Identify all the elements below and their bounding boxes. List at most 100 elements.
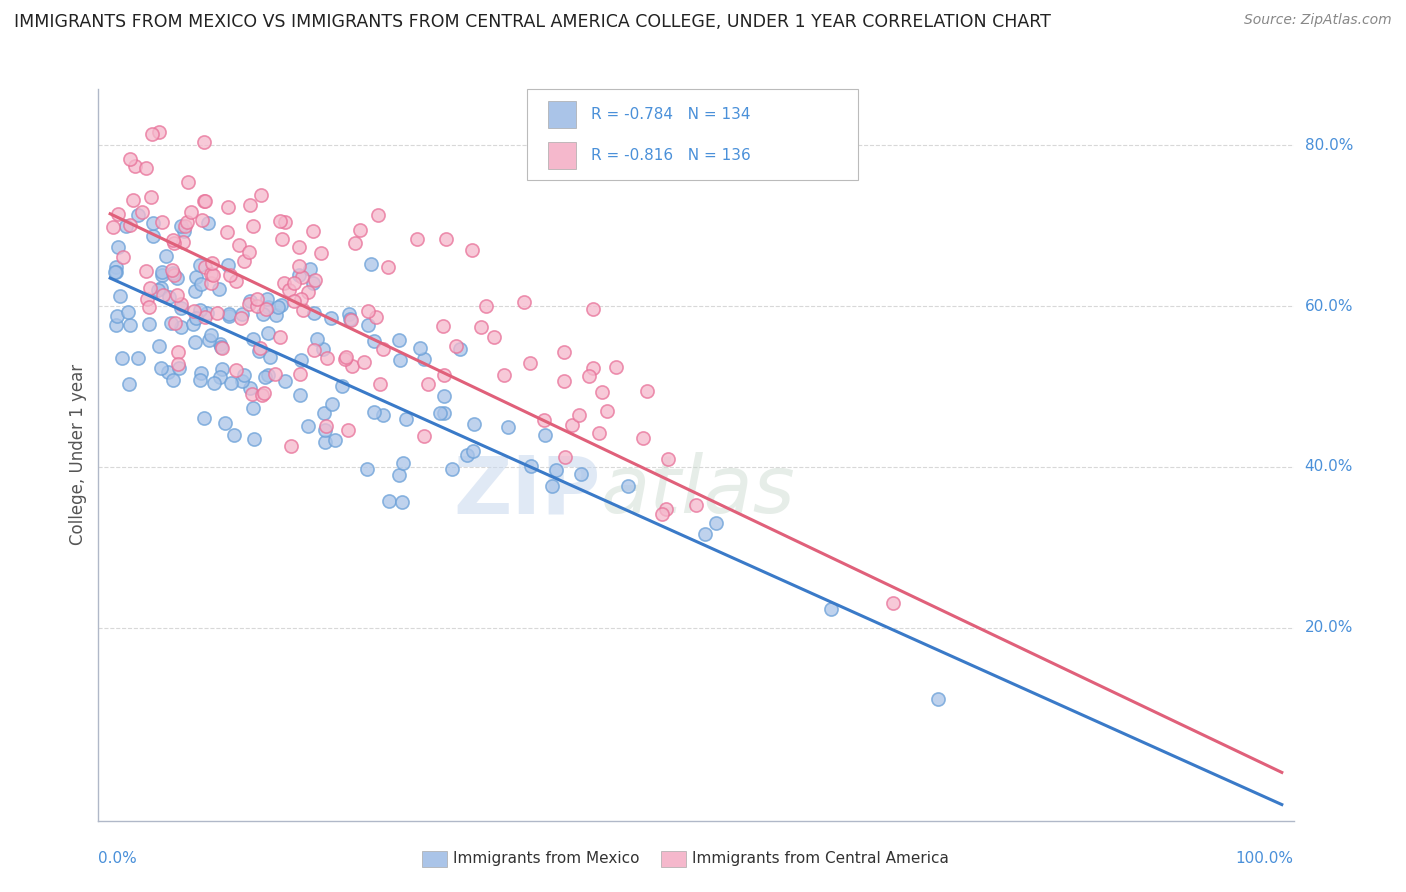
- Point: [193, 411, 215, 425]
- Point: [274, 374, 297, 388]
- Point: [169, 301, 191, 315]
- Point: [340, 359, 363, 373]
- Point: [335, 350, 357, 364]
- Point: [233, 253, 256, 268]
- Point: [118, 318, 141, 333]
- Point: [202, 376, 225, 391]
- Point: [278, 283, 301, 297]
- Point: [323, 434, 346, 448]
- Point: [534, 427, 557, 442]
- Point: [201, 256, 224, 270]
- Point: [110, 289, 132, 303]
- Point: [135, 263, 157, 277]
- Point: [218, 310, 240, 324]
- Point: [219, 376, 242, 390]
- Point: [162, 266, 184, 280]
- Text: 60.0%: 60.0%: [1305, 299, 1353, 314]
- Point: [138, 317, 160, 331]
- Point: [291, 269, 314, 284]
- Point: [193, 260, 215, 274]
- Point: [283, 277, 305, 291]
- Point: [353, 354, 375, 368]
- Point: [254, 301, 277, 316]
- Point: [440, 462, 463, 476]
- Point: [368, 377, 391, 392]
- Point: [494, 368, 516, 382]
- Point: [655, 501, 678, 516]
- Point: [252, 307, 274, 321]
- Point: [337, 423, 360, 437]
- Point: [240, 387, 263, 401]
- Point: [301, 224, 323, 238]
- Point: [257, 326, 280, 340]
- Point: [148, 125, 170, 139]
- Point: [395, 412, 418, 426]
- Point: [167, 361, 190, 376]
- Point: [107, 240, 129, 254]
- Point: [519, 458, 541, 473]
- Point: [238, 297, 260, 311]
- Point: [273, 215, 295, 229]
- Point: [170, 319, 193, 334]
- Point: [149, 360, 172, 375]
- Point: [152, 288, 174, 302]
- Point: [820, 602, 842, 616]
- Point: [250, 388, 273, 402]
- Point: [217, 258, 239, 272]
- Text: IMMIGRANTS FROM MEXICO VS IMMIGRANTS FROM CENTRAL AMERICA COLLEGE, UNDER 1 YEAR : IMMIGRANTS FROM MEXICO VS IMMIGRANTS FRO…: [14, 13, 1050, 31]
- Point: [217, 200, 239, 214]
- Point: [882, 596, 904, 610]
- Point: [432, 319, 454, 334]
- Point: [118, 152, 141, 166]
- Point: [290, 293, 312, 307]
- Point: [173, 225, 195, 239]
- Point: [392, 457, 415, 471]
- Point: [225, 362, 247, 376]
- Point: [316, 351, 339, 366]
- Point: [166, 357, 188, 371]
- Point: [695, 526, 717, 541]
- Point: [553, 344, 575, 359]
- Point: [357, 304, 380, 318]
- Point: [434, 232, 457, 246]
- Point: [208, 369, 231, 384]
- Point: [155, 249, 177, 263]
- Point: [405, 232, 427, 246]
- Point: [287, 268, 309, 282]
- Point: [290, 368, 312, 382]
- Point: [112, 250, 135, 264]
- Point: [288, 388, 311, 402]
- Point: [149, 280, 172, 294]
- Point: [249, 341, 271, 355]
- Point: [104, 265, 127, 279]
- Point: [209, 340, 232, 354]
- Point: [927, 692, 949, 706]
- Point: [166, 270, 188, 285]
- Point: [363, 404, 385, 418]
- Point: [314, 434, 336, 449]
- Point: [198, 333, 221, 347]
- Point: [173, 219, 195, 233]
- Point: [205, 306, 228, 320]
- Point: [337, 307, 360, 321]
- Point: [110, 351, 132, 365]
- Point: [297, 285, 319, 299]
- Point: [194, 310, 217, 325]
- Point: [180, 204, 202, 219]
- Point: [309, 245, 332, 260]
- Point: [233, 368, 256, 383]
- Point: [288, 240, 311, 254]
- Point: [533, 413, 555, 427]
- Point: [569, 467, 592, 481]
- Point: [193, 194, 215, 208]
- Point: [150, 268, 173, 283]
- Point: [184, 334, 207, 349]
- Text: 40.0%: 40.0%: [1305, 459, 1353, 475]
- Point: [239, 381, 262, 395]
- Point: [315, 418, 337, 433]
- Point: [165, 316, 187, 330]
- Point: [554, 450, 576, 464]
- Point: [135, 161, 157, 176]
- Text: 0.0%: 0.0%: [98, 851, 138, 866]
- Point: [388, 333, 411, 347]
